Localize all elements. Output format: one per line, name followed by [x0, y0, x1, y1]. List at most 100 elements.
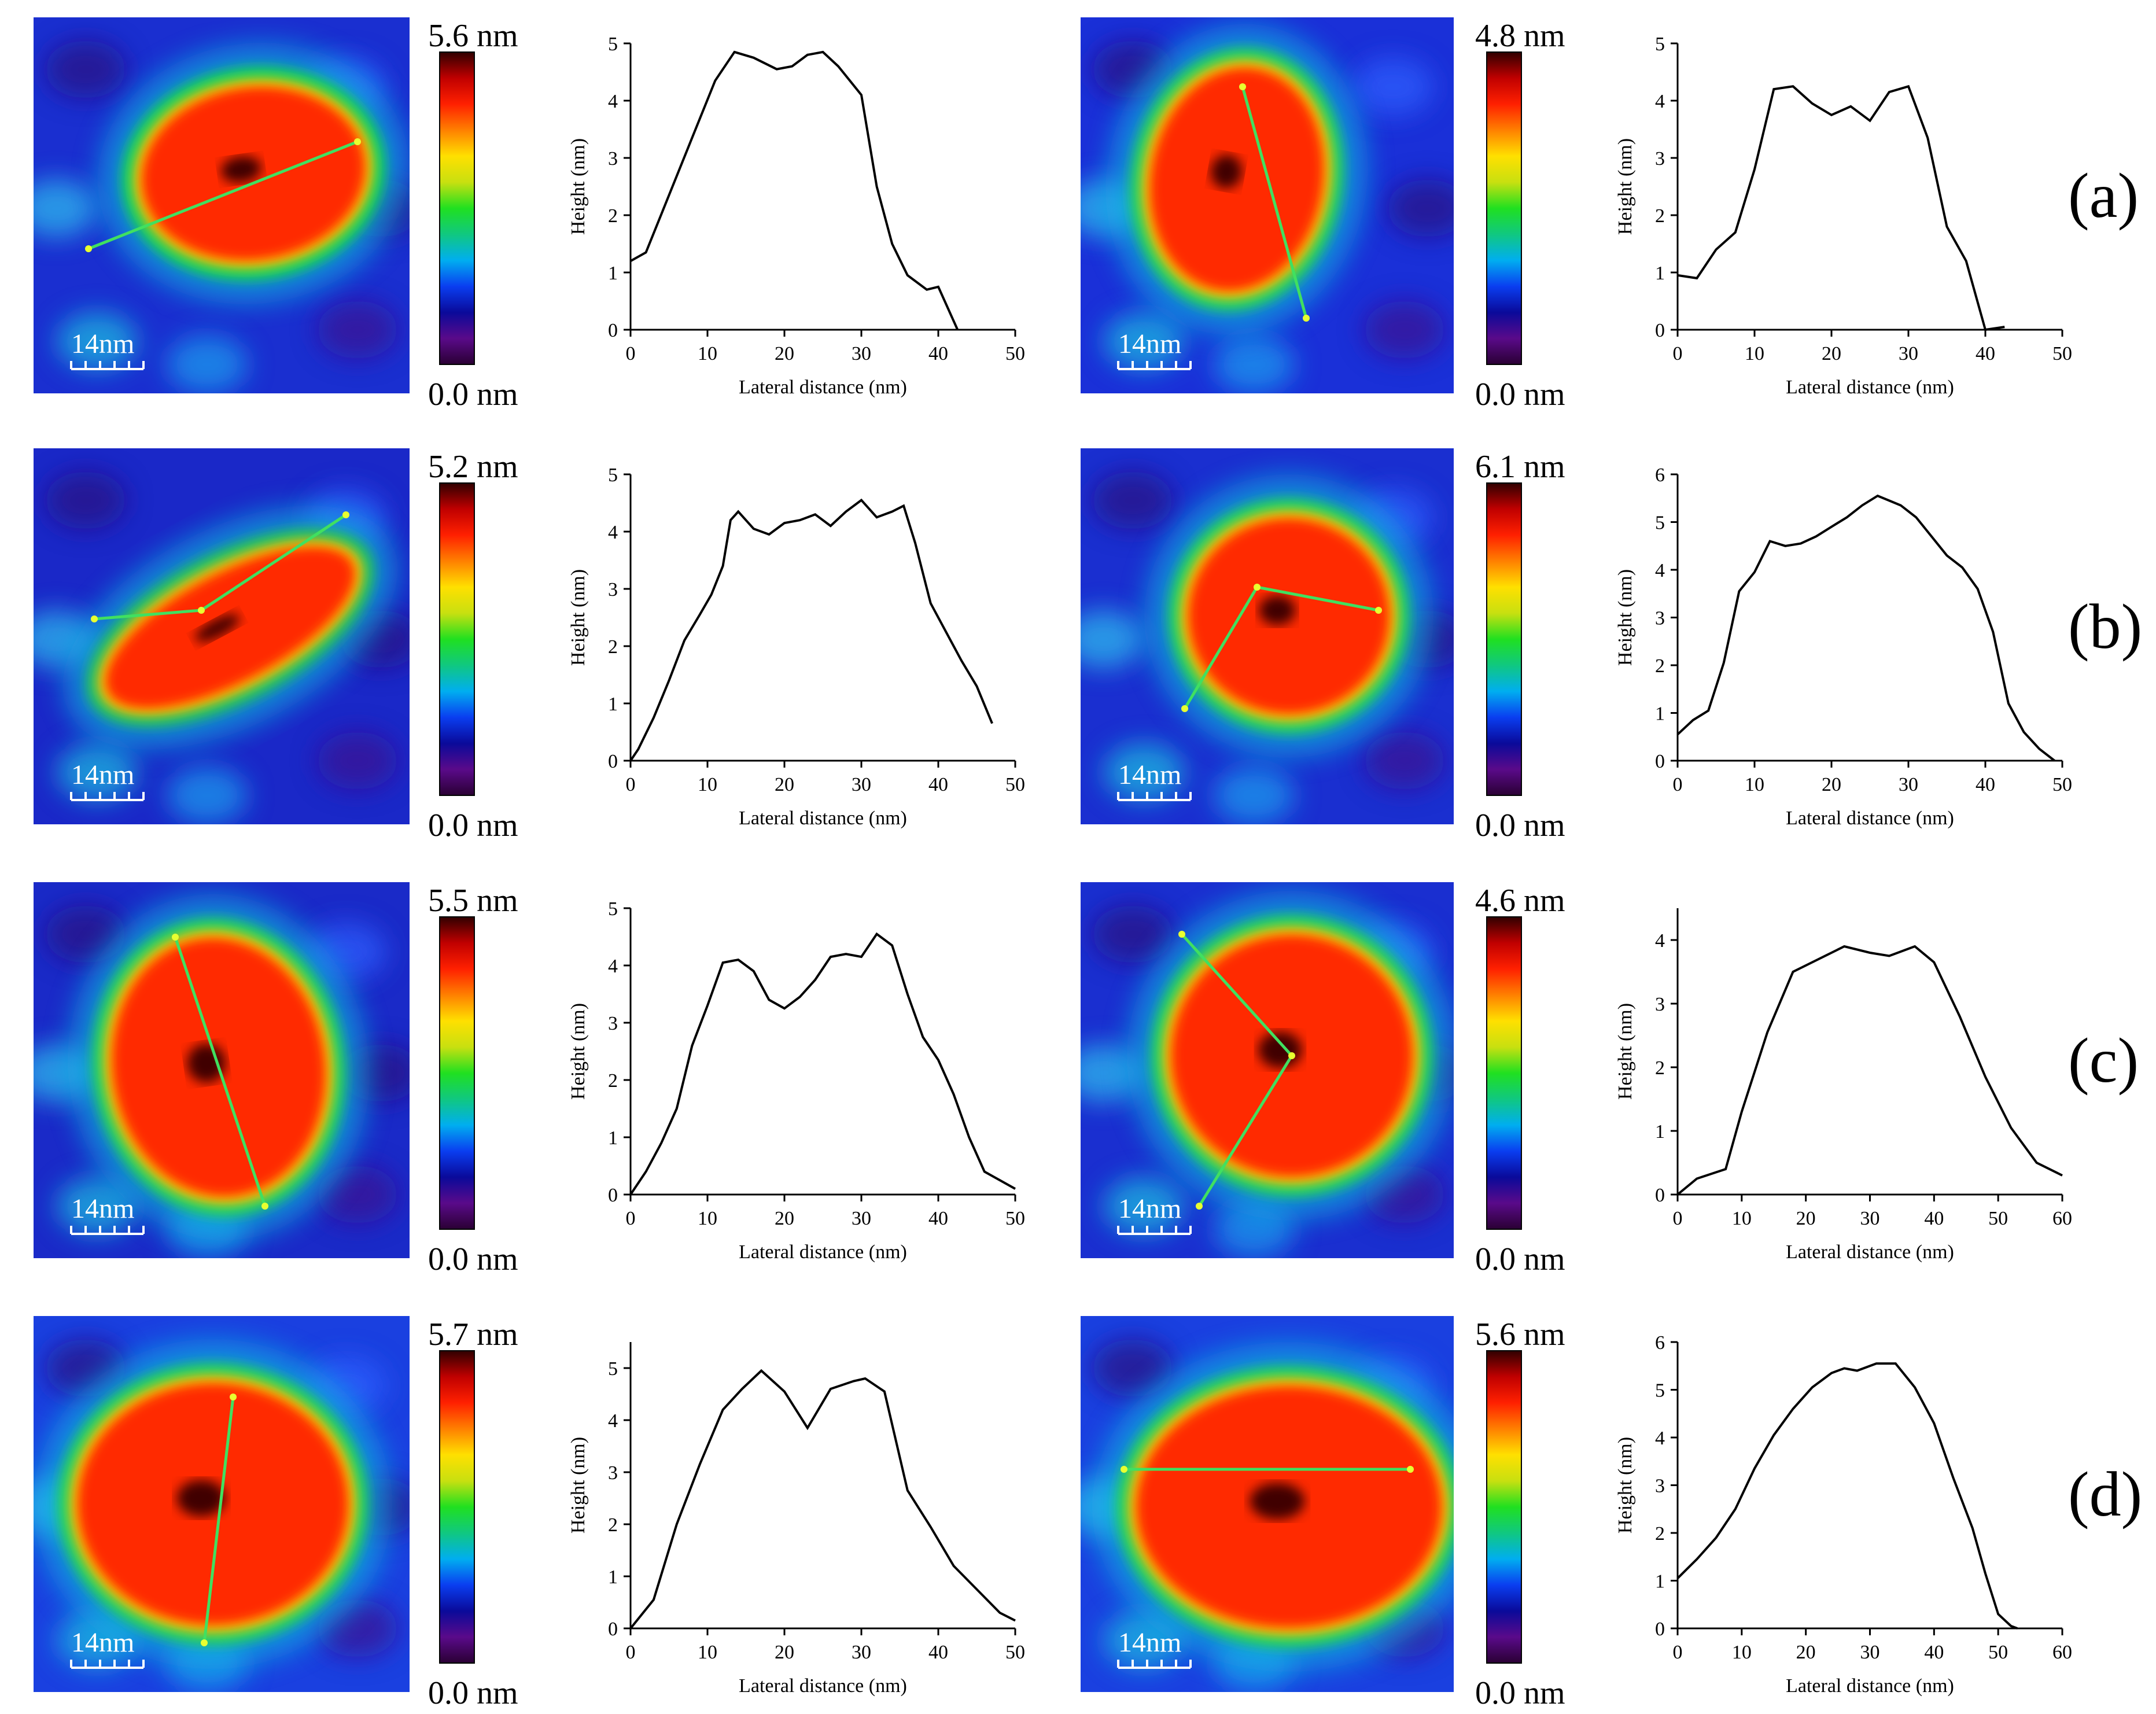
y-tick-label-1-2: 1 — [608, 263, 618, 284]
x-tick-label-5-4: 30 — [852, 1208, 871, 1229]
y-tick-label-1-3: 2 — [608, 205, 618, 227]
x-tick-label-7-3: 20 — [775, 1642, 794, 1663]
row-labels-layer: (a) (b) (c) (d) — [2068, 160, 2142, 1529]
afm-particle-peak-1 — [220, 156, 261, 183]
y-tick-label-6-3: 2 — [1655, 1057, 1665, 1079]
profile-line-point-3-3 — [342, 511, 349, 518]
y-tick-label-5-4: 3 — [608, 1013, 618, 1034]
afm-map-texture-spot-2-6 — [1387, 179, 1454, 237]
x-tick-label-8-2: 10 — [1732, 1642, 1752, 1663]
colorbar-2: 4.8 nm 0.0 nm — [1475, 18, 1565, 412]
colorbar-gradient-rect-6 — [1486, 916, 1522, 1230]
x-tick-label-7-6: 50 — [1005, 1642, 1025, 1663]
colorbar-3: 5.2 nm 0.0 nm — [428, 449, 518, 843]
afm-map-texture-spot-2-3 — [1104, 312, 1185, 370]
profile-chart-5: 0 10 20 30 40 50 0 1 2 3 4 5 Lateral distance (nm) He… — [567, 898, 1025, 1263]
x-tick-label-2-4: 30 — [1899, 343, 1918, 364]
colorbar-max-label-6: 4.6 nm — [1475, 883, 1565, 919]
afm-map-texture-spot-1-5 — [167, 336, 248, 393]
afm-particle-peak-4 — [1259, 595, 1296, 625]
colorbar-max-label-2: 4.8 nm — [1475, 18, 1565, 54]
scale-bar-label-2: 14nm — [1118, 329, 1181, 359]
y-tick-label-5-5: 4 — [608, 956, 618, 977]
profile-chart-3: 0 10 20 30 40 50 0 1 2 3 4 5 Lateral distance (nm) He… — [567, 465, 1025, 829]
y-tick-label-6-5: 4 — [1655, 930, 1665, 952]
x-tick-label-4-1: 0 — [1673, 774, 1683, 795]
x-tick-label-1-3: 20 — [775, 343, 794, 364]
x-tick-label-7-4: 30 — [852, 1642, 871, 1663]
x-tick-label-5-1: 0 — [626, 1208, 636, 1229]
scale-bar-label-7: 14nm — [71, 1627, 134, 1658]
x-tick-label-2-3: 20 — [1822, 343, 1841, 364]
y-axis-label-8: Height (nm) — [1615, 1437, 1636, 1534]
row-label-4: (d) — [2068, 1459, 2142, 1529]
afm-map-texture-spot-1-1 — [45, 40, 126, 98]
scale-bar-2: 14nm — [1117, 329, 1192, 370]
colorbar-min-label-8: 0.0 nm — [1475, 1675, 1565, 1711]
y-tick-label-4-7: 6 — [1655, 465, 1665, 486]
scale-bar-7: 14nm — [70, 1627, 145, 1669]
y-tick-label-8-4: 3 — [1655, 1476, 1665, 1497]
afm-map-texture-spot-5-3 — [57, 1177, 138, 1235]
y-tick-label-1-6: 5 — [608, 34, 618, 55]
y-tick-label-8-2: 1 — [1655, 1571, 1665, 1593]
x-tick-label-8-3: 20 — [1796, 1642, 1816, 1663]
afm-map-texture-spot-6-3 — [1104, 1177, 1185, 1235]
afm-map-image-6: 14nm — [1081, 882, 1454, 1258]
y-tick-label-8-3: 2 — [1655, 1523, 1665, 1545]
scale-bar-label-3: 14nm — [71, 760, 134, 790]
y-tick-label-2-5: 4 — [1655, 91, 1665, 112]
y-axis-label-1: Height (nm) — [567, 138, 589, 235]
profile-line-point-5-2 — [261, 1203, 268, 1210]
x-tick-label-6-2: 10 — [1732, 1208, 1752, 1229]
x-tick-label-3-4: 30 — [852, 774, 871, 795]
colorbar-min-label-4: 0.0 nm — [1475, 808, 1565, 843]
x-tick-label-7-5: 40 — [928, 1642, 948, 1663]
profile-line-point-4-2 — [1254, 584, 1261, 591]
afm-map-texture-spot-1-3 — [57, 312, 138, 370]
afm-map-texture-spot-4-7 — [1081, 610, 1144, 668]
scale-bar-label-1: 14nm — [71, 329, 134, 359]
y-tick-label-4-2: 1 — [1655, 703, 1665, 725]
afm-particle-peak-6 — [1258, 1031, 1302, 1068]
row-label-2: (b) — [2068, 591, 2142, 662]
height-profile-line-5 — [629, 932, 1016, 1196]
profile-line-1 — [88, 140, 358, 250]
x-tick-label-4-2: 10 — [1745, 774, 1764, 795]
y-tick-label-3-1: 0 — [608, 751, 618, 772]
afm-map-texture-spot-4-3 — [1104, 743, 1185, 801]
x-tick-label-6-4: 30 — [1860, 1208, 1880, 1229]
scale-bar-label-8: 14nm — [1118, 1627, 1181, 1658]
y-tick-label-7-4: 3 — [608, 1462, 618, 1484]
profile-line-point-6-1 — [1178, 931, 1185, 938]
afm-map-texture-spot-3-4 — [317, 732, 398, 790]
colorbar-gradient-rect-8 — [1486, 1350, 1522, 1664]
profile-line-point-3-2 — [198, 607, 205, 614]
x-tick-label-3-2: 10 — [698, 774, 717, 795]
colorbar-gradient-rect-2 — [1486, 51, 1522, 365]
x-tick-label-2-5: 40 — [1976, 343, 1995, 364]
afm-particle-peak-3 — [194, 614, 240, 642]
y-axis-label-4: Height (nm) — [1615, 569, 1636, 666]
afm-particle-peak-8 — [1250, 1483, 1305, 1520]
colorbar-min-label-5: 0.0 nm — [428, 1241, 518, 1277]
x-tick-label-4-3: 20 — [1822, 774, 1841, 795]
x-axis-label-5: Lateral distance (nm) — [739, 1241, 907, 1263]
y-tick-label-8-1: 0 — [1655, 1619, 1665, 1640]
profile-line-point-6-2 — [1288, 1052, 1295, 1059]
x-tick-label-6-7: 60 — [2052, 1208, 2072, 1229]
y-tick-label-3-5: 4 — [608, 522, 618, 543]
x-tick-label-8-6: 50 — [1988, 1642, 2008, 1663]
colorbar-max-label-1: 5.6 nm — [428, 18, 518, 54]
scale-bar-1: 14nm — [70, 329, 145, 370]
y-tick-label-4-1: 0 — [1655, 751, 1665, 772]
y-tick-label-8-5: 4 — [1655, 1428, 1665, 1449]
y-tick-label-4-6: 5 — [1655, 513, 1665, 534]
afm-particle-1 — [97, 43, 410, 304]
x-tick-label-1-1: 0 — [626, 343, 636, 364]
afm-map-image-3: 14nm — [34, 448, 410, 824]
afm-map-texture-spot-2-5 — [1214, 336, 1295, 393]
y-axis-label-2: Height (nm) — [1615, 138, 1636, 235]
profile-chart-6: 0 10 20 30 40 50 60 0 1 2 3 4 Lateral distance (nm) H… — [1615, 908, 2072, 1263]
